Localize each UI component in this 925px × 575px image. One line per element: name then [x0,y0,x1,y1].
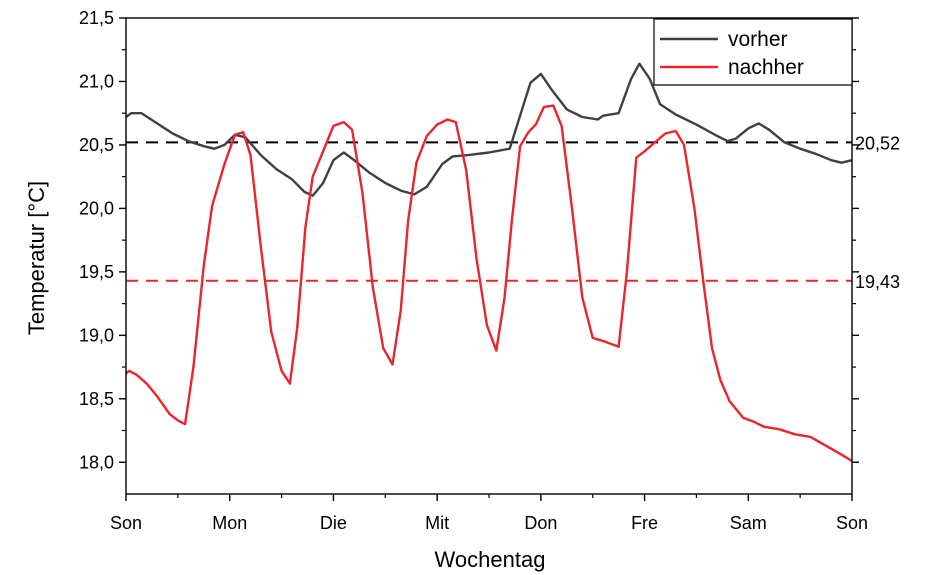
series-line-nachher [125,104,853,463]
y-tick-label: 19,0 [79,325,114,345]
series-lines [125,62,853,463]
x-tick-label: Mon [212,513,247,533]
x-tick-label: Son [836,513,868,533]
legend-label-vorher: vorher [728,28,788,51]
x-tick-label: Don [524,513,557,533]
plot-frame [125,17,853,495]
reference-line-label: 20,52 [855,133,900,153]
x-axis-title: Wochentag [435,547,546,572]
legend: vorher nachher [653,18,853,86]
y-tick-label: 21,0 [79,71,114,91]
x-tick-label: Sam [730,513,767,533]
series-line-vorher [125,62,853,197]
y-tick-label: 19,5 [79,262,114,282]
y-tick-label: 18,0 [79,452,114,472]
y-tick-label: 20,0 [79,198,114,218]
y-tick-label: 20,5 [79,135,114,155]
reference-line-label: 19,43 [855,272,900,292]
y-tick-label: 18,5 [79,389,114,409]
x-tick-label: Son [110,513,142,533]
legend-label-nachher: nachher [728,56,804,79]
y-axis-title: Temperatur [°C] [24,181,49,335]
x-tick-label: Fre [631,513,658,533]
y-tick-label: 21,5 [79,8,114,28]
legend-box [653,18,853,86]
chart-axes: 18,0 18,5 19,0 19,5 20,0 20,5 21,0 21,5 Son Mon Di… [79,8,868,533]
x-tick-label: Die [320,513,347,533]
reference-lines: 20,52 19,43 [126,133,900,292]
x-tick-label: Mit [425,513,449,533]
